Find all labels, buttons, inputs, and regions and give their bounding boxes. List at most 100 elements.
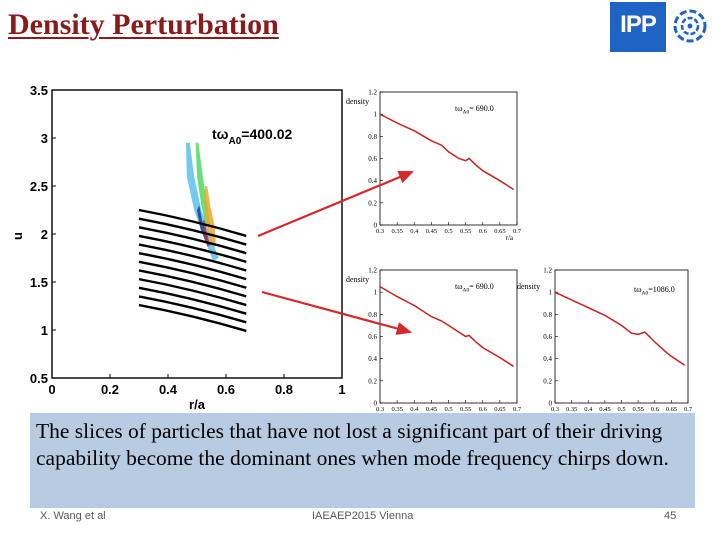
small-2-xtick-label: 0.45 <box>599 406 610 413</box>
small-1-xtick-label: 0.5 <box>444 406 452 413</box>
phase-space-xtick-label: 0 <box>48 382 55 397</box>
particle-slices <box>138 208 247 333</box>
phase-space-ytick-label: 3.5 <box>30 83 48 98</box>
phase-space-xtick-label: 0.8 <box>275 382 293 397</box>
small-2-xtick-label: 0.4 <box>584 406 593 413</box>
small-1-xtick-label: 0.3 <box>376 406 384 413</box>
small-2-ytick-label: 0 <box>549 400 553 408</box>
small-2-xtick-label: 0.55 <box>632 406 643 413</box>
small-1-ytick-label: 0 <box>374 400 378 408</box>
small-0-ytick-label: 1.2 <box>368 89 377 97</box>
small-1-xtick-label: 0.7 <box>513 406 522 413</box>
small-0-ytick-label: 0 <box>374 222 378 230</box>
small-0-xtick-label: 0.6 <box>479 228 488 235</box>
phase-space-annotation: tωA0=400.02 <box>212 126 293 147</box>
particle-slice <box>138 234 247 263</box>
phase-space-ticks: 0 0.2 0.4 0.6 0.8 1 0.5 1 1.5 2 2.5 3 3.5 <box>30 83 346 397</box>
small-0-xtick-label: 0.35 <box>391 228 402 235</box>
small-0-xtick-label: 0.65 <box>494 228 505 235</box>
small-0-annotation: tωA0= 690.0 <box>455 104 494 116</box>
small-2-xtick-label: 0.65 <box>666 406 677 413</box>
small-2-series-0 <box>554 291 686 366</box>
phase-space-xtick-label: 0.4 <box>159 382 178 397</box>
caption-text: The slices of particles that have not lo… <box>36 419 669 470</box>
phase-space-ytick-label: 0.5 <box>30 371 48 386</box>
small-1-annotation: tωA0= 690.0 <box>455 282 494 294</box>
particle-slice <box>138 295 247 324</box>
caption-box: The slices of particles that have not lo… <box>30 413 695 508</box>
small-0-xtick-label: 0.4 <box>410 228 419 235</box>
small-1-ytick-label: 0.2 <box>368 377 377 385</box>
phase-space-plot-frame <box>51 89 343 379</box>
phase-space-xtick-label: 0.6 <box>217 382 235 397</box>
particle-slice <box>138 277 247 307</box>
small-0-xtick-label: 0.5 <box>444 228 452 235</box>
small-2-xtick-label: 0.35 <box>566 406 577 413</box>
phase-space-xtick-label: 1 <box>338 382 345 397</box>
phase-space-ylabel: u <box>10 232 25 240</box>
small-0-xlabel: r/a <box>506 234 514 242</box>
small-2-xtick-label: 0.7 <box>684 406 693 413</box>
particle-slice <box>138 303 247 333</box>
arrow-to-bottom-plot <box>261 290 413 335</box>
small-1-xtick-label: 0.65 <box>494 406 505 413</box>
particle-slice <box>138 226 247 255</box>
small-0-xtick-label: 0.3 <box>376 228 384 235</box>
small-0-xtick-label: 0.55 <box>460 228 471 235</box>
small-1-xtick-label: 0.55 <box>460 406 471 413</box>
small-2-ytick-label: 0.8 <box>543 311 552 319</box>
small-2-ytick-label: 1 <box>549 289 553 297</box>
small-1-ytick-label: 0.8 <box>368 311 377 319</box>
phase-space-ytick-label: 1 <box>41 323 48 338</box>
small-2-ytick-label: 0.4 <box>543 355 552 363</box>
phase-space-ytick-label: 1.5 <box>30 275 48 290</box>
small-1-ytick-label: 1 <box>374 289 378 297</box>
density-plot-bottom-right: 0.3 0.35 0.4 0.45 0.5 0.55 0.6 0.65 0.7 0 0.2 0.4 0.… <box>517 267 693 414</box>
small-1-frame <box>379 269 518 404</box>
particle-slice <box>138 217 247 246</box>
particle-slice <box>138 286 247 315</box>
particle-slice <box>138 208 247 238</box>
footer-author: X. Wang et al <box>40 510 106 522</box>
small-0-xtick-label: 0.45 <box>426 228 437 235</box>
perturbation-contour-0 <box>186 142 219 261</box>
particle-slice <box>138 269 247 298</box>
small-0-ytick-label: 0.2 <box>368 199 377 207</box>
arrow-to-top-plot <box>257 170 415 238</box>
small-0-series-0 <box>379 113 515 191</box>
small-2-ytick-label: 0.6 <box>543 333 552 341</box>
small-1-ytick-label: 1.2 <box>368 267 377 275</box>
slide-title: Density Perturbation <box>8 8 279 41</box>
small-2-annotation: tωA0=1086.0 <box>634 285 675 297</box>
small-0-ytick-label: 0.6 <box>368 155 377 163</box>
small-1-xtick-label: 0.35 <box>391 406 402 413</box>
ipp-logo: IPP <box>610 2 666 52</box>
small-2-xtick-label: 0.6 <box>651 406 660 413</box>
small-2-ytick-label: 0.2 <box>543 377 552 385</box>
small-0-xtick-label: 0.7 <box>513 228 522 235</box>
small-0-frame <box>379 91 518 226</box>
phase-space-ytick-label: 3 <box>41 131 48 146</box>
phase-space-xtick-label: 0.2 <box>101 382 119 397</box>
small-1-ytick-label: 0.4 <box>368 355 377 363</box>
phase-space-xlabel: r/a <box>189 397 206 412</box>
institute-emblem-icon <box>673 9 707 43</box>
small-2-frame <box>554 269 689 404</box>
phase-space-ytick-label: 2.5 <box>30 179 48 194</box>
particle-slice <box>138 252 247 281</box>
small-2-xtick-label: 0.3 <box>551 406 559 413</box>
small-1-xtick-label: 0.4 <box>410 406 419 413</box>
small-0-ytick-label: 0.8 <box>368 133 377 141</box>
small-0-ylabel: density <box>346 97 369 106</box>
small-0-ytick-label: 0.4 <box>368 177 377 185</box>
small-2-ytick-label: 1.2 <box>543 267 552 275</box>
small-2-xtick-label: 0.5 <box>617 406 625 413</box>
ipp-logo-text: IPP <box>620 11 657 38</box>
footer-page-number: 45 <box>664 510 677 522</box>
phase-space-plot: 0 0.2 0.4 0.6 0.8 1 0.5 1 1.5 2 2.5 3 3.5 tωA0=400.0… <box>10 83 346 412</box>
small-1-ylabel: density <box>346 275 369 284</box>
phase-space-ytick-label: 2 <box>41 227 48 242</box>
small-2-ylabel: density <box>517 282 540 291</box>
small-1-series-0 <box>379 285 515 368</box>
